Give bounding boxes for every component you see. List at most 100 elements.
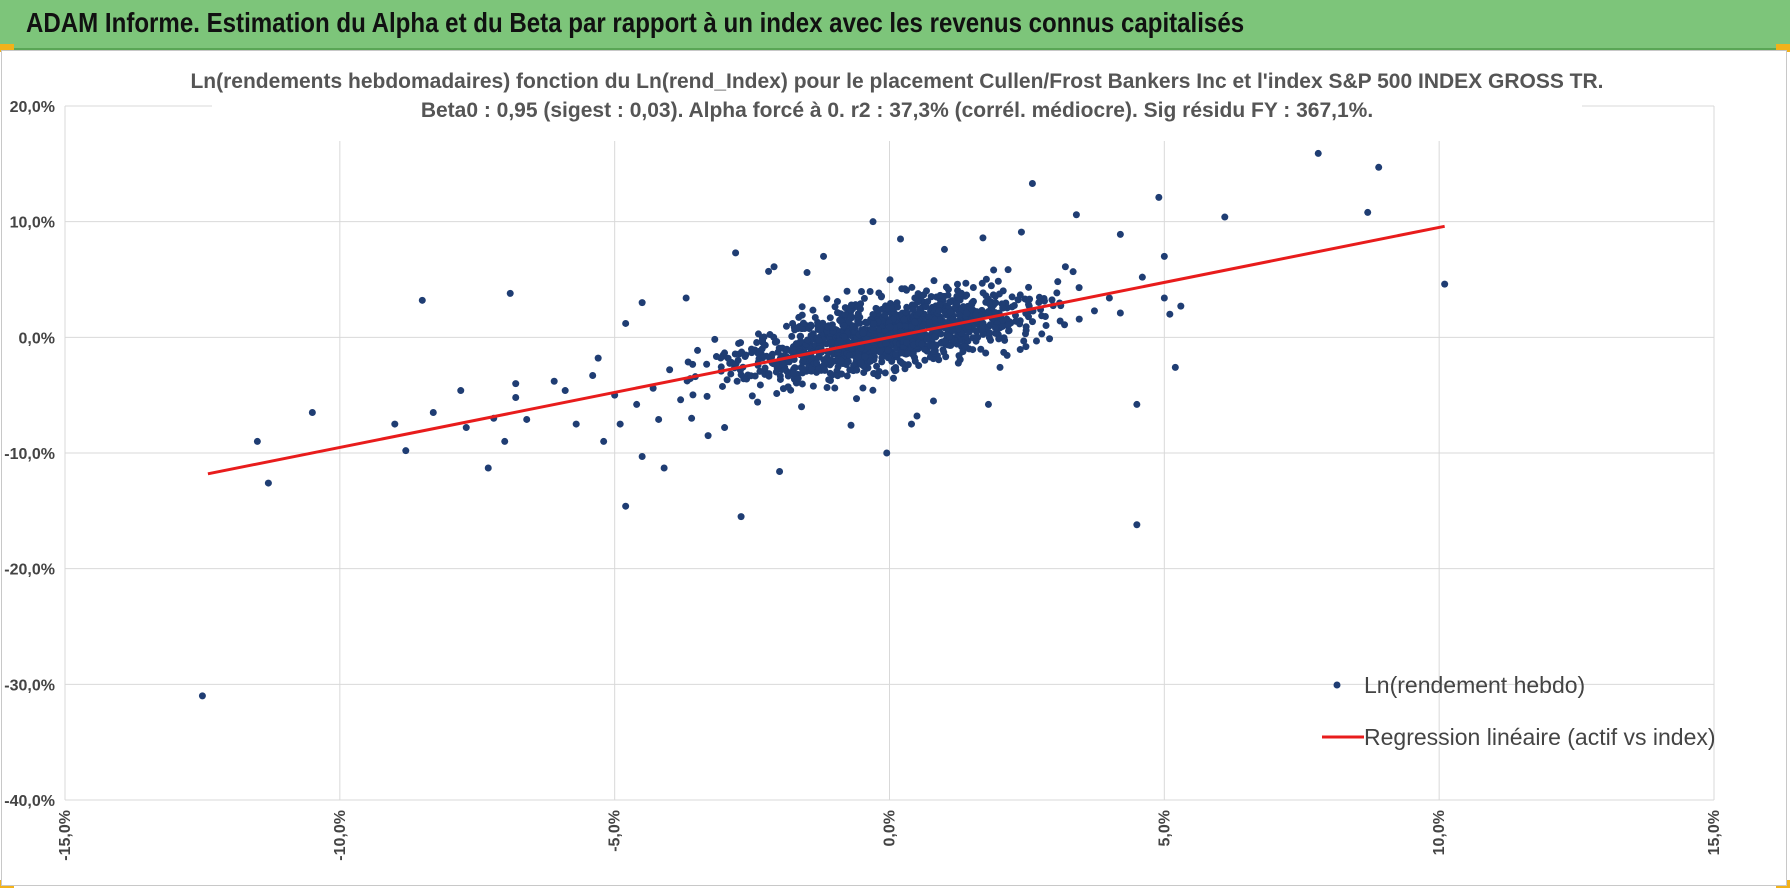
data-point <box>1004 266 1012 274</box>
data-point <box>718 382 726 390</box>
data-point <box>959 348 967 356</box>
data-point <box>1075 315 1083 323</box>
data-point <box>798 403 806 411</box>
data-point <box>922 303 930 311</box>
data-point <box>977 345 985 353</box>
data-point <box>760 333 768 341</box>
data-point <box>264 479 272 487</box>
data-point <box>986 321 994 329</box>
data-point <box>638 452 646 460</box>
data-point <box>946 332 954 340</box>
data-point <box>925 313 933 321</box>
data-point <box>1042 322 1050 330</box>
data-point <box>939 346 947 354</box>
grid-layer <box>64 105 1715 801</box>
data-point <box>884 354 892 362</box>
data-point <box>854 353 862 361</box>
data-point <box>972 337 980 345</box>
data-point <box>911 318 919 326</box>
data-point <box>512 380 520 388</box>
data-point <box>823 383 831 391</box>
data-point <box>1005 327 1013 335</box>
data-point <box>550 377 558 385</box>
data-point <box>927 293 935 301</box>
data-point <box>936 301 944 309</box>
data-point <box>833 298 841 306</box>
data-point <box>783 345 791 353</box>
data-point <box>1026 295 1034 303</box>
data-point <box>954 359 962 367</box>
legend-scatter-label: Ln(rendement hebdo) <box>1364 672 1585 698</box>
data-point <box>811 314 819 322</box>
data-point <box>979 234 987 242</box>
data-point <box>1028 179 1036 187</box>
data-point <box>733 377 741 385</box>
data-point <box>853 366 861 374</box>
data-point <box>869 218 877 226</box>
data-point <box>921 356 929 364</box>
data-point <box>731 350 739 358</box>
data-point <box>1072 211 1080 219</box>
data-point <box>727 370 735 378</box>
data-point <box>984 400 992 408</box>
data-point <box>1048 296 1056 304</box>
data-point <box>886 323 894 331</box>
data-point <box>776 468 784 476</box>
data-point <box>703 360 711 368</box>
data-point <box>721 424 729 432</box>
data-point <box>866 288 874 296</box>
data-point <box>1314 149 1322 157</box>
data-point <box>737 371 745 379</box>
x-tick-label: 5,0% <box>1156 810 1173 846</box>
data-point <box>761 364 769 372</box>
data-point <box>946 298 954 306</box>
data-point <box>756 367 764 375</box>
data-point <box>1056 317 1064 325</box>
data-point <box>827 339 835 347</box>
data-point <box>954 325 962 333</box>
data-point <box>840 333 848 341</box>
data-point <box>979 330 987 338</box>
report-title: ADAM Informe. Estimation du Alpha et du … <box>26 7 1245 38</box>
data-point <box>941 308 949 316</box>
data-point <box>894 303 902 311</box>
data-point <box>1171 363 1179 371</box>
data-point <box>773 389 781 397</box>
data-point <box>803 269 811 277</box>
data-point <box>923 287 931 295</box>
data-point <box>935 307 943 315</box>
data-point <box>253 437 261 445</box>
data-point <box>870 320 878 328</box>
data-point <box>823 295 831 303</box>
data-point <box>825 376 833 384</box>
data-point <box>929 397 937 405</box>
data-point <box>941 338 949 346</box>
axis-labels: -40,0% -30,0% -20,0% -10,0% 0,0% 10,0% 20,0% -1… <box>4 99 1723 861</box>
data-point <box>819 319 827 327</box>
data-point <box>881 369 889 377</box>
data-point <box>784 383 792 391</box>
y-tick-label: 10,0% <box>10 215 55 232</box>
scatter-chart: -40,0% -30,0% -20,0% -10,0% 0,0% 10,0% 20,0% -1… <box>4 69 1723 861</box>
data-point <box>616 420 624 428</box>
data-point <box>992 299 1000 307</box>
data-point <box>903 339 911 347</box>
data-point <box>790 346 798 354</box>
data-point <box>815 336 823 344</box>
data-point <box>748 349 756 357</box>
data-point <box>1016 320 1024 328</box>
data-point <box>1133 400 1141 408</box>
data-point <box>856 305 864 313</box>
data-point <box>457 387 465 395</box>
data-point <box>1061 263 1069 271</box>
data-point <box>847 421 855 429</box>
data-point <box>859 384 867 392</box>
data-point <box>826 369 834 377</box>
corner-marker-right <box>1776 44 1790 52</box>
data-point <box>955 311 963 319</box>
data-point <box>909 306 917 314</box>
y-tick-label: -40,0% <box>4 793 55 810</box>
line-layer <box>207 224 1445 476</box>
data-point <box>995 335 1003 343</box>
data-point <box>843 372 851 380</box>
